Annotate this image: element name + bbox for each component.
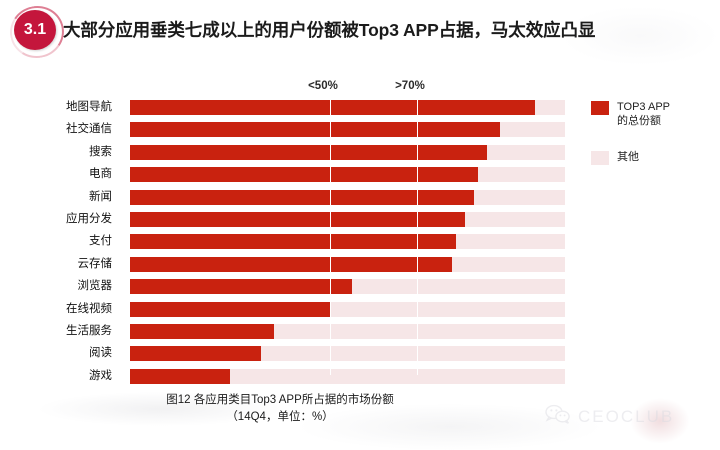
- bar-fill-top3: [130, 122, 500, 138]
- bar-track-other: [130, 100, 565, 115]
- figure-caption: 图12 各应用类目Top3 APP所占据的市场份额 （14Q4，单位：%）: [0, 392, 560, 426]
- bar-row: 在线视频: [0, 301, 720, 324]
- bar-track-other: [130, 144, 565, 160]
- bar-track-other: [130, 323, 565, 339]
- bar-row: 浏览器: [0, 279, 720, 301]
- bar-track-other: [130, 346, 565, 362]
- legend-label-other: 其他: [617, 151, 639, 163]
- chart-container: <50% >70% 地图导航社交通信搜索电商新闻应用分发支付云存储浏览器在线视频…: [0, 62, 720, 392]
- watermark: CEOCLUB: [545, 404, 674, 429]
- bar-track-other: [130, 189, 565, 205]
- bar-row-label: 浏览器: [77, 280, 113, 293]
- bar-row: 支付: [0, 234, 720, 256]
- bar-row-label: 生活服务: [66, 324, 112, 337]
- bar-track-other: [130, 256, 565, 272]
- figure-caption-line1: 图12 各应用类目Top3 APP所占据的市场份额: [166, 394, 394, 406]
- chart-legend: TOP3 APP 的总份额 其他: [591, 100, 670, 186]
- bar-row: 云存储: [0, 256, 720, 279]
- page-title: 大部分应用垂类七成以上的用户份额被Top3 APP占据，马太效应凸显: [63, 20, 596, 40]
- annotation-below-fifty: <50%: [308, 80, 338, 92]
- legend-label-top3-line1: TOP3 APP: [617, 101, 670, 113]
- bar-fill-top3: [130, 256, 452, 272]
- bar-fill-top3: [130, 211, 465, 227]
- bar-fill-top3: [130, 346, 261, 362]
- bar-track-other: [130, 211, 565, 227]
- bar-row-label: 电商: [89, 168, 112, 181]
- legend-swatch-red-icon: [591, 101, 609, 115]
- bar-track-other: [130, 301, 565, 317]
- bar-row-label: 地图导航: [66, 101, 112, 113]
- bar-fill-top3: [130, 234, 457, 250]
- bar-row: 生活服务: [0, 323, 720, 346]
- figure-caption-line2: （14Q4，单位：%）: [226, 411, 334, 423]
- bar-track-other: [130, 122, 565, 138]
- bar-row: 搜索: [0, 144, 720, 167]
- bar-track-other: [130, 368, 565, 384]
- gridline-seventy: [417, 100, 419, 375]
- bar-fill-top3: [130, 100, 535, 115]
- bar-row-label: 应用分发: [66, 212, 112, 225]
- annotation-above-seventy: >70%: [395, 80, 425, 92]
- legend-item-top3[interactable]: TOP3 APP 的总份额: [591, 100, 670, 128]
- bar-fill-top3: [130, 167, 478, 183]
- watermark-text: CEOCLUB: [578, 406, 675, 426]
- bar-row-label: 游戏: [89, 369, 112, 382]
- legend-item-other[interactable]: 其他: [591, 150, 670, 165]
- bar-row-label: 新闻: [89, 190, 112, 203]
- bar-row-label: 在线视频: [66, 302, 112, 315]
- bar-row: 阅读: [0, 346, 720, 368]
- bar-fill-top3: [130, 189, 474, 205]
- legend-swatch-pink-icon: [591, 151, 609, 165]
- bar-fill-top3: [130, 144, 487, 160]
- bar-row-label: 搜索: [89, 145, 112, 158]
- bar-row-label: 支付: [89, 235, 112, 248]
- bar-row: 游戏: [0, 368, 720, 391]
- bar-fill-top3: [130, 301, 331, 317]
- bar-track-other: [130, 234, 565, 250]
- bar-row: 社交通信: [0, 122, 720, 144]
- bar-row: 应用分发: [0, 211, 720, 234]
- bar-fill-top3: [130, 323, 274, 339]
- slide-header: 3.1 大部分应用垂类七成以上的用户份额被Top3 APP占据，马太效应凸显: [0, 0, 720, 64]
- bar-row-label: 社交通信: [66, 123, 112, 136]
- legend-label-top3-line2: 的总份额: [617, 115, 661, 127]
- bar-fill-top3: [130, 368, 231, 384]
- bar-row: 地图导航: [0, 100, 720, 122]
- bar-track-other: [130, 279, 565, 295]
- bar-row-label: 云存储: [77, 257, 113, 270]
- bar-row: 电商: [0, 167, 720, 189]
- bar-track-other: [130, 167, 565, 183]
- bar-row: 新闻: [0, 189, 720, 212]
- bar-row-label: 阅读: [89, 347, 112, 360]
- wechat-icon: [545, 404, 571, 429]
- gridline-fifty: [330, 100, 332, 375]
- bar-rows: 地图导航社交通信搜索电商新闻应用分发支付云存储浏览器在线视频生活服务阅读游戏: [0, 100, 720, 391]
- section-number-badge: 3.1: [14, 10, 56, 50]
- bar-fill-top3: [130, 279, 352, 295]
